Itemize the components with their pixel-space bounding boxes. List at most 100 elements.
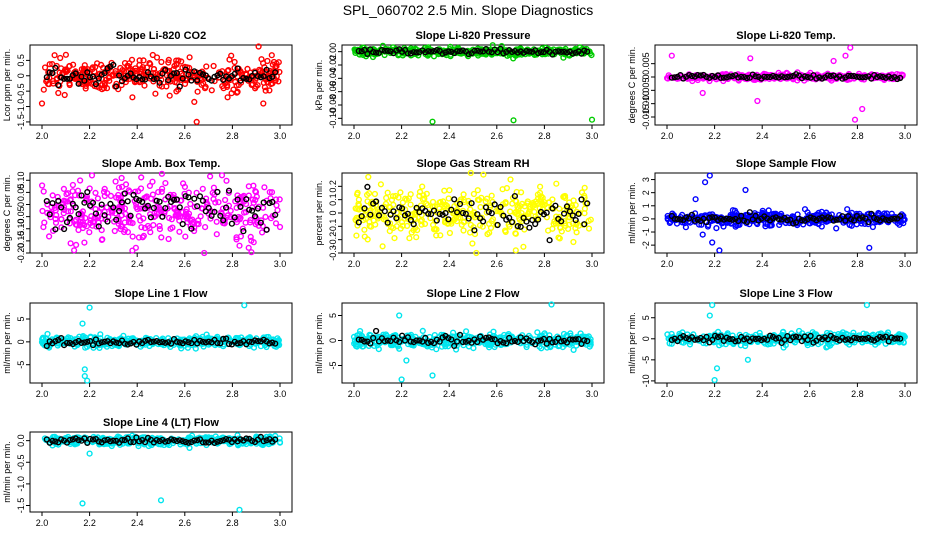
data-point [224, 67, 231, 75]
data-point [50, 77, 57, 85]
reference-point [121, 190, 128, 197]
data-point [352, 47, 359, 54]
data-point [524, 200, 531, 207]
outlier-point [866, 244, 873, 251]
panel-title: Slope Line 4 (LT) Flow [103, 417, 219, 429]
data-point [367, 209, 374, 216]
reference-point [89, 73, 97, 80]
reference-point [254, 205, 262, 212]
reference-point [709, 72, 716, 80]
reference-point [355, 47, 362, 55]
y-tick-label: 0.1 [328, 193, 338, 206]
data-point [221, 220, 228, 227]
outlier-point [851, 116, 859, 123]
data-point [572, 202, 579, 209]
reference-point [153, 75, 160, 82]
data-point [844, 206, 851, 213]
y-axis-label: percent per min. [314, 180, 324, 245]
reference-point [173, 196, 181, 203]
reference-point [480, 218, 487, 225]
data-points [664, 302, 908, 384]
data-point [194, 88, 201, 95]
data-point [163, 83, 170, 90]
reference-point [761, 73, 768, 80]
data-point [267, 215, 275, 222]
data-point [261, 184, 268, 191]
reference-point [43, 198, 50, 205]
outlier-point [129, 94, 136, 101]
reference-point [231, 214, 238, 221]
reference-point [196, 193, 204, 200]
reference-point [194, 77, 201, 84]
y-tick-label: -0.15 [16, 231, 26, 252]
data-point [389, 193, 397, 200]
reference-point [370, 48, 377, 56]
reference-point [534, 216, 542, 223]
reference-point [769, 72, 777, 80]
data-point [61, 91, 68, 99]
reference-point [442, 210, 449, 217]
outlier-point [847, 44, 854, 51]
y-tick-label: 0.05 [16, 184, 26, 202]
outlier-point [79, 320, 86, 327]
reference-point [882, 74, 889, 81]
reference-point [194, 203, 201, 210]
data-point [193, 189, 200, 196]
reference-point [150, 75, 157, 83]
x-tick-label: 2.8 [226, 518, 239, 528]
data-point [266, 87, 273, 94]
data-point [507, 176, 514, 183]
reference-point [511, 193, 519, 200]
x-tick-label: 2.8 [226, 389, 239, 399]
reference-point [433, 46, 440, 54]
data-point [129, 233, 136, 240]
data-point [218, 172, 226, 179]
data-point [54, 193, 61, 201]
data-point [566, 221, 573, 228]
data-points [350, 301, 594, 383]
data-point [361, 226, 368, 233]
reference-point [130, 191, 137, 199]
data-point [272, 220, 280, 227]
data-point [454, 200, 461, 207]
data-point [476, 196, 483, 204]
x-tick-label: 2.0 [348, 131, 361, 141]
reference-point [390, 208, 397, 215]
data-point [266, 189, 273, 196]
x-tick-label: 2.2 [83, 389, 96, 399]
y-tick-label: 0.10 [16, 172, 26, 190]
reference-point [234, 196, 241, 203]
reference-point [471, 227, 478, 234]
reference-point [269, 73, 276, 80]
reference-point [263, 66, 270, 73]
data-point [241, 209, 248, 216]
data-point [107, 192, 115, 200]
data-point [250, 199, 257, 206]
reference-point [159, 213, 166, 220]
data-point [233, 89, 240, 96]
data-point [231, 58, 238, 66]
data-point [121, 219, 128, 226]
reference-point [459, 47, 467, 54]
data-point [536, 183, 544, 190]
reference-point [118, 199, 126, 206]
data-point [395, 194, 402, 201]
reference-point [555, 48, 562, 55]
reference-point [170, 70, 178, 77]
reference-point [185, 71, 192, 78]
data-point [138, 224, 145, 231]
outlier-point [241, 302, 248, 309]
data-point [64, 198, 71, 205]
reference-point [75, 211, 82, 218]
reference-point [214, 188, 221, 196]
panel-3: Slope Li-820 Temp.2.0 2.2 2.4 2.6 2.8 3.00.00… [627, 30, 918, 141]
data-point [51, 204, 59, 212]
data-point [848, 222, 855, 229]
reference-point [373, 327, 380, 335]
reference-point [162, 66, 169, 74]
reference-point [254, 73, 262, 80]
data-point [60, 197, 68, 204]
data-point [93, 223, 100, 230]
reference-point [454, 209, 461, 216]
